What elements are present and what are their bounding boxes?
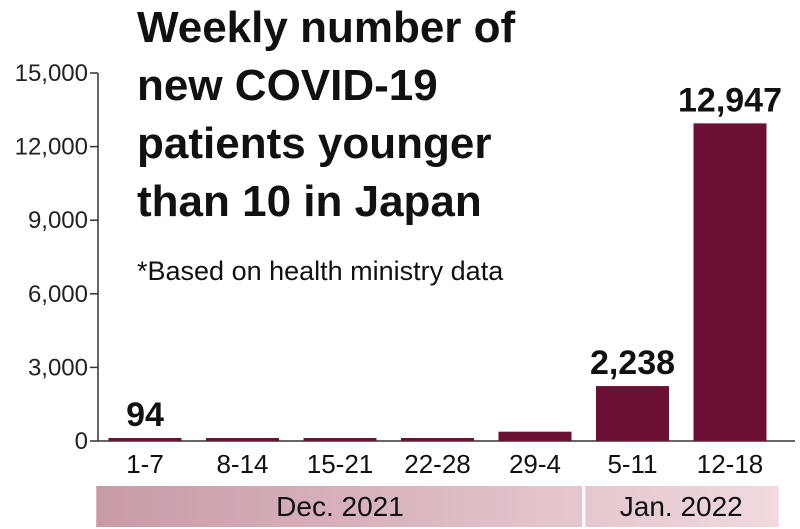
bar — [303, 438, 377, 441]
y-tick-label: 9,000 — [28, 207, 88, 234]
x-tick-label: 5-11 — [607, 449, 657, 479]
data-label: 2,238 — [590, 344, 675, 382]
chart-note: *Based on health ministry data — [137, 256, 504, 286]
title-line: new COVID-19 — [137, 61, 438, 110]
month-band: Dec. 2021 Jan. 2022 — [96, 486, 779, 527]
y-tick-label: 6,000 — [28, 281, 88, 308]
x-tick-label: 8-14 — [216, 449, 268, 479]
bar — [206, 438, 279, 441]
x-tick-label: 1-7 — [126, 449, 164, 479]
title-line: Weekly number of — [137, 3, 516, 52]
y-tick-label: 3,000 — [28, 354, 88, 381]
bar — [401, 438, 474, 441]
x-tick-label: 29-4 — [509, 449, 561, 479]
y-tick-label: 15,000 — [15, 60, 88, 87]
data-label: 94 — [126, 396, 164, 434]
labels: 1-7 94 8-14 15-21 22-28 29-4 5-11 2,238 12-18 12,… — [126, 81, 782, 479]
bar — [108, 438, 182, 441]
y-tick-label: 12,000 — [15, 134, 88, 161]
y-tick-label: 0 — [75, 428, 88, 455]
chart-title: Weekly number of new COVID-19 patients you… — [137, 3, 516, 286]
bar — [596, 386, 669, 441]
data-label: 12,947 — [678, 81, 782, 119]
bars — [108, 123, 767, 441]
month-label: Dec. 2021 — [276, 491, 404, 522]
x-tick-label: 12-18 — [697, 449, 764, 479]
month-band-bg — [96, 486, 779, 527]
x-tick-label: 22-28 — [404, 449, 471, 479]
title-line: patients younger — [137, 119, 492, 168]
y-axis: 0 3,000 6,000 9,000 12,000 15,000 — [15, 60, 795, 455]
bar — [693, 123, 767, 441]
month-label: Jan. 2022 — [620, 491, 743, 522]
title-line: than 10 in Japan — [137, 177, 482, 226]
x-tick-label: 15-21 — [307, 449, 374, 479]
bar — [498, 431, 572, 441]
